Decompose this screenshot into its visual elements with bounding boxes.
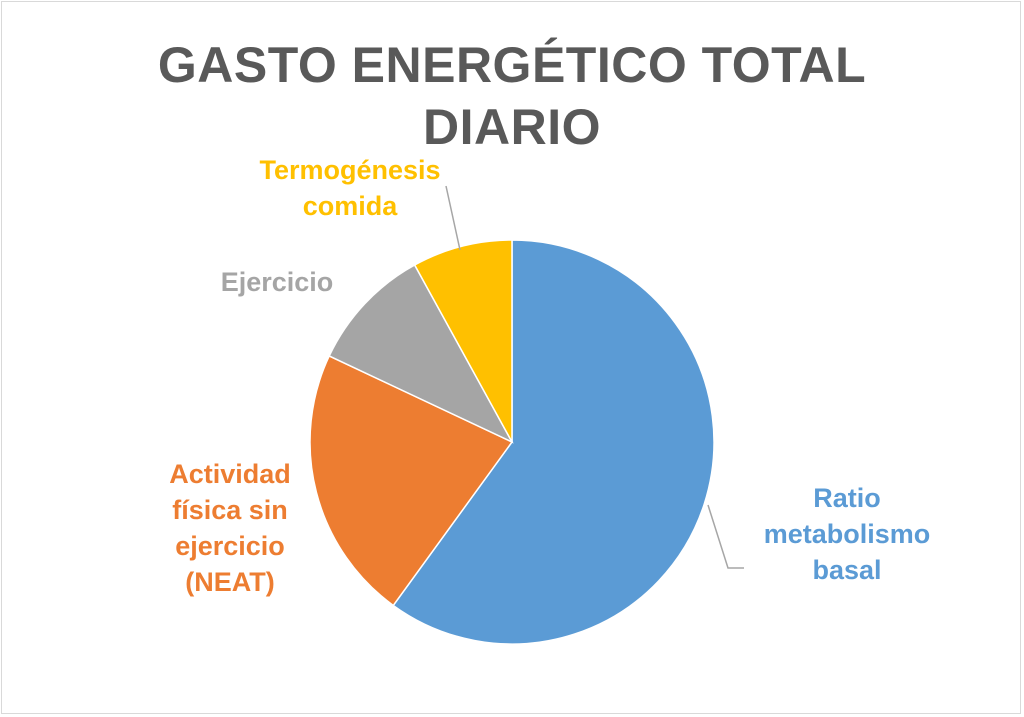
label-line: (NEAT) — [185, 567, 275, 597]
chart-title-line-1: GASTO ENERGÉTICO TOTAL — [157, 37, 867, 93]
chart-title-line-2: DIARIO — [423, 99, 601, 155]
chart-title: GASTO ENERGÉTICO TOTAL DIARIO — [112, 34, 912, 158]
slice-ejercicio — [328, 263, 514, 444]
leader-line-termogenesis-comida — [445, 185, 461, 251]
leader-line-ratio-metabolismo-basal — [707, 504, 744, 569]
label-line: ejercicio — [175, 531, 285, 561]
label-line: basal — [812, 555, 882, 585]
label-actividad-fisica-sin-ejercicio: Actividad física sin ejercicio (NEAT) — [150, 456, 310, 600]
label-line: Termogénesis — [259, 155, 441, 185]
label-ratio-metabolismo-basal: Ratio metabolismo basal — [752, 480, 942, 588]
label-line: Actividad — [169, 459, 291, 489]
label-line: comida — [302, 191, 398, 221]
label-line: Ejercicio — [220, 267, 334, 297]
slice-termogenesis-comida — [413, 239, 513, 443]
label-ejercicio: Ejercicio — [212, 264, 342, 300]
slice-ratio-metabolismo-basal — [392, 239, 715, 645]
label-line: física sin — [172, 495, 288, 525]
label-line: metabolismo — [763, 519, 931, 549]
label-line: Ratio — [813, 483, 881, 513]
label-termogenesis-comida: Termogénesis comida — [242, 152, 458, 224]
